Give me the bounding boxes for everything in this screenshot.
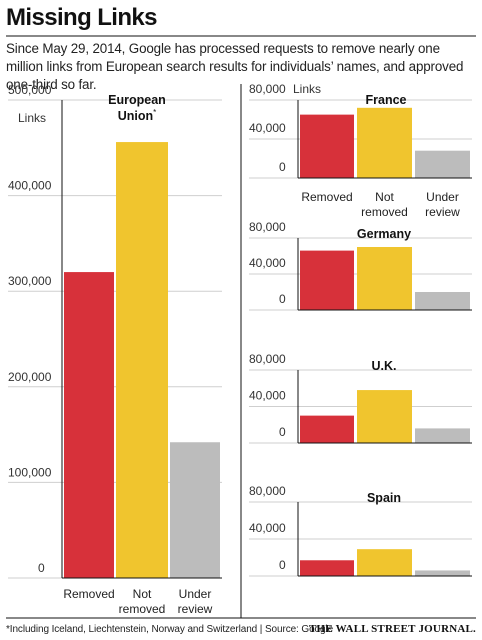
uk-ytick-2: 80,000 (249, 352, 286, 366)
germany-ytick-0: 0 (279, 292, 286, 306)
spain-ytick-0: 0 (279, 558, 286, 572)
france-category-1: Not removed (361, 190, 408, 219)
eu-ytick-1: 100,000 (8, 465, 52, 479)
chart-germany: 0 40,000 80,000 Germany (249, 220, 472, 311)
france-category-2: Under review (425, 190, 460, 219)
chart-france: 0 40,000 80,000 Links France Removed Not remove… (249, 82, 472, 219)
germany-title: Germany (357, 227, 411, 241)
uk-bar-2 (415, 428, 470, 443)
spain-bar-1 (357, 549, 412, 576)
eu-unit-label: Links (18, 111, 46, 125)
france-unit-label: Links (293, 82, 321, 96)
charts: 0 100,000 200,000 300,000 400,000 500,000 Link… (6, 35, 476, 619)
spain-ytick-1: 40,000 (249, 521, 286, 535)
dek: Since May 29, 2014, Google has processed… (6, 41, 464, 92)
germany-bar-1 (357, 247, 412, 310)
france-ytick-0: 0 (279, 160, 286, 174)
spain-title: Spain (367, 491, 401, 505)
france-ytick-2: 80,000 (249, 82, 286, 96)
uk-ytick-0: 0 (279, 425, 286, 439)
uk-title: U.K. (372, 359, 397, 373)
germany-ytick-2: 80,000 (249, 220, 286, 234)
uk-bar-1 (357, 390, 412, 443)
footnote: *Including Iceland, Liechtenstein, Norwa… (6, 624, 334, 635)
eu-category-1: Not removed (119, 587, 166, 616)
germany-bar-0 (300, 250, 354, 310)
eu-category-0: Removed (63, 587, 114, 601)
spain-bar-0 (300, 560, 354, 576)
chart-spain: 0 40,000 80,000 Spain (249, 484, 472, 577)
france-ytick-1: 40,000 (249, 121, 286, 135)
spain-bar-2 (415, 570, 470, 576)
france-bar-1 (357, 107, 412, 178)
chart-european-union: 0 100,000 200,000 300,000 400,000 500,000 Link… (8, 83, 222, 616)
eu-ytick-0: 0 (38, 561, 45, 575)
eu-category-2: Under review (178, 587, 213, 616)
france-bar-2 (415, 150, 470, 178)
eu-title-line2: Union* (118, 108, 157, 123)
france-bar-0 (300, 114, 354, 178)
uk-bar-0 (300, 415, 354, 443)
eu-bar-2 (170, 442, 220, 578)
germany-ytick-1: 40,000 (249, 256, 286, 270)
chart-uk: 0 40,000 80,000 U.K. (249, 352, 472, 444)
eu-title-line1: European (108, 93, 166, 107)
eu-ytick-3: 300,000 (8, 274, 52, 288)
eu-ytick-2: 200,000 (8, 370, 52, 384)
publisher-logo: THE WALL STREET JOURNAL. (308, 623, 476, 635)
eu-ytick-4: 400,000 (8, 179, 52, 193)
eu-bar-1 (116, 142, 168, 578)
eu-bar-0 (64, 272, 114, 578)
eu-ytick-5: 500,000 (8, 83, 52, 97)
france-category-0: Removed (301, 190, 352, 204)
headline: Missing Links (6, 4, 158, 31)
uk-ytick-1: 40,000 (249, 389, 286, 403)
france-title: France (366, 93, 407, 107)
spain-ytick-2: 80,000 (249, 484, 286, 498)
germany-bar-2 (415, 292, 470, 310)
